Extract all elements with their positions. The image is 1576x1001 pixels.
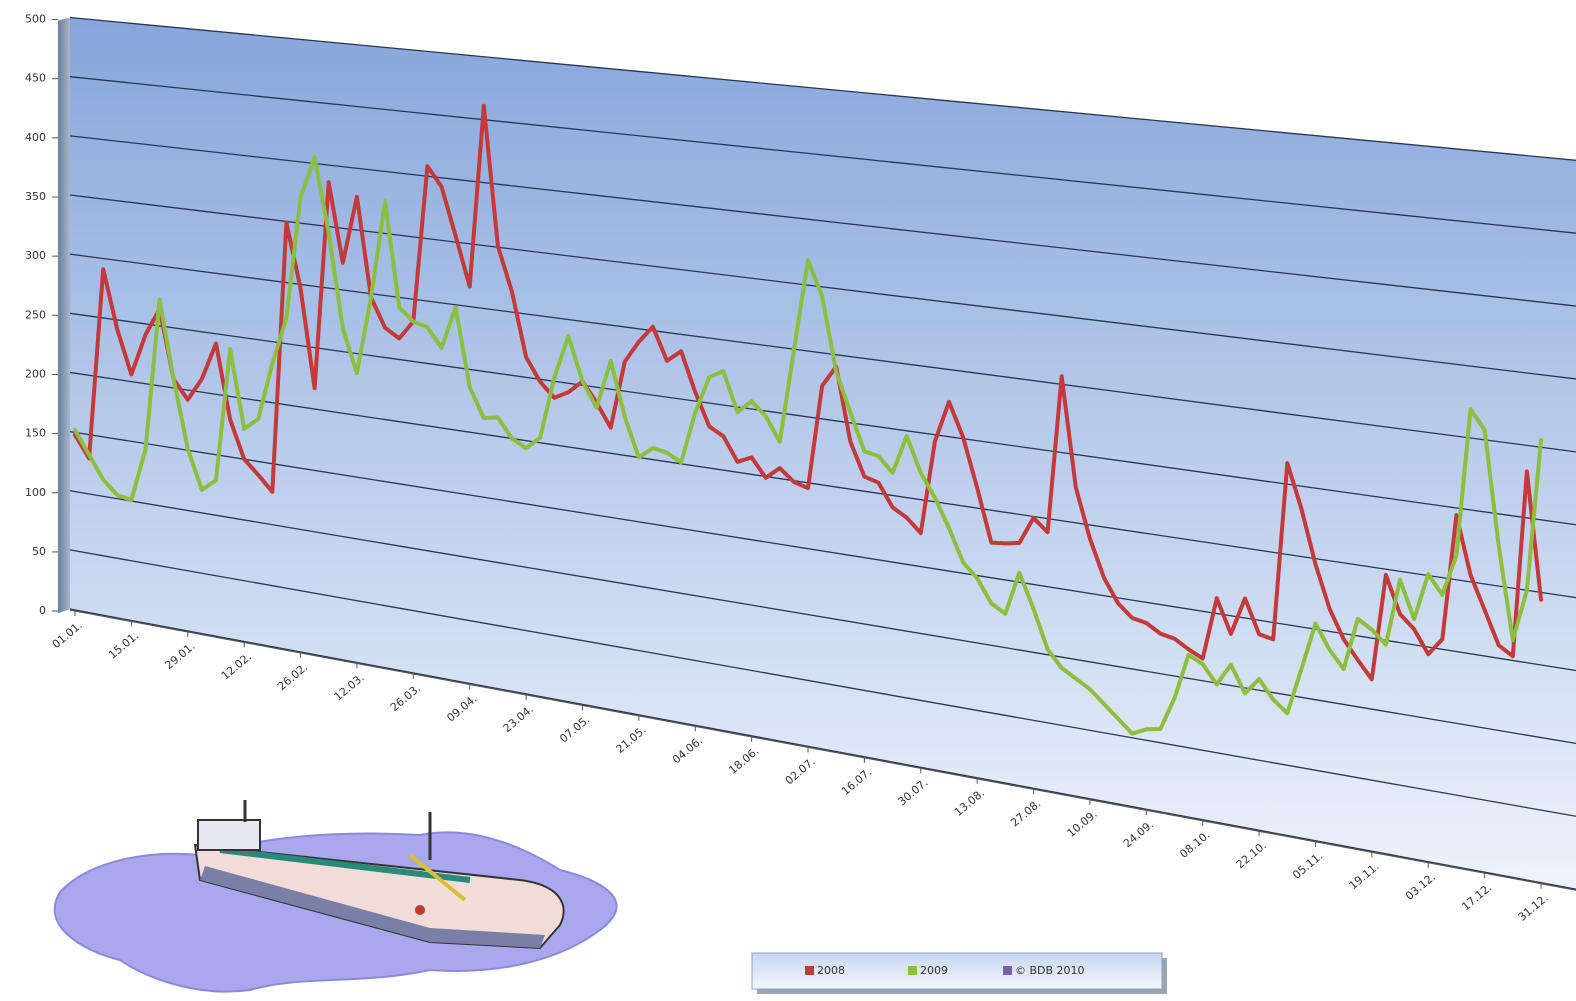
grid-line: [69, 549, 1576, 817]
x-tick-label: 23.04.: [501, 703, 536, 735]
grid-line: [69, 16, 1576, 161]
y-tick-label: 450: [25, 72, 46, 85]
series-lines: [73, 103, 1543, 736]
grid-line: [69, 76, 1576, 234]
x-tick-label: 29.01.: [162, 640, 197, 672]
x-tick-label: 24.09.: [1121, 818, 1156, 850]
grid-line: [69, 371, 1576, 599]
deck-pipe: [219, 847, 471, 883]
y-tick-label: 350: [25, 190, 46, 203]
crane: [408, 853, 467, 902]
legend-swatch: [1003, 966, 1012, 975]
x-tick-label: 30.07.: [895, 776, 930, 808]
marker: [415, 905, 425, 915]
legend-label: © BDB 2010: [1015, 964, 1085, 977]
hull-side: [200, 866, 545, 948]
legend-label: 2009: [920, 964, 948, 977]
x-tick-label: 01.01.: [50, 619, 85, 651]
bridge: [197, 819, 261, 851]
legend-swatch: [805, 966, 814, 975]
x-axis: [69, 609, 1576, 891]
grid-line: [69, 135, 1576, 307]
side-wall: [58, 17, 70, 614]
x-tick-label: 31.12.: [1516, 891, 1551, 923]
y-tick-label: 500: [25, 13, 46, 26]
x-tick-label: 03.12.: [1403, 870, 1438, 902]
y-tick-label: 50: [32, 545, 46, 558]
y-tick-label: 300: [25, 249, 46, 262]
legend-box: [751, 952, 1163, 990]
ship-illustration: [53, 800, 618, 993]
x-tick-label: 13.08.: [952, 786, 987, 818]
grid-line: [69, 430, 1576, 672]
y-tick-label: 0: [39, 604, 46, 617]
x-tick-label: 18.06.: [726, 744, 761, 776]
x-tick-label: 21.05.: [614, 724, 649, 756]
y-tick-label: 200: [25, 367, 46, 380]
grid-line: [69, 194, 1576, 380]
x-tick-label: 09.04.: [444, 692, 479, 724]
x-tick-label: 12.02.: [219, 650, 254, 682]
x-tick-label: 15.01.: [106, 629, 141, 661]
x-tick-label: 27.08.: [1008, 797, 1043, 829]
x-tick-label: 12.03.: [332, 671, 367, 703]
x-tick-label: 19.11.: [1347, 860, 1382, 892]
y-tick-label: 100: [25, 486, 46, 499]
x-tick-label: 17.12.: [1459, 881, 1494, 913]
y-tick-label: 250: [25, 308, 46, 321]
x-tick-label: 22.10.: [1234, 839, 1269, 871]
grid-line: [69, 608, 1576, 890]
x-tick-label: 10.09.: [1065, 807, 1100, 839]
x-tick-label: 07.05.: [557, 713, 592, 745]
series-line: [73, 155, 1543, 736]
x-tick-label: 02.07.: [783, 755, 818, 787]
x-tick-label: 05.11.: [1290, 849, 1325, 881]
legend-label: 2008: [817, 964, 845, 977]
y-tick-label: 150: [25, 427, 46, 440]
y-tick-label: 400: [25, 131, 46, 144]
grid-line: [69, 490, 1576, 745]
grid-line: [69, 312, 1576, 526]
back-wall: [70, 17, 1576, 890]
x-tick-label: 16.07.: [839, 765, 874, 797]
x-tick-label: 08.10.: [1177, 828, 1212, 860]
legend: 2008 2009 © BDB 2010: [751, 952, 1167, 994]
x-tick-label: 04.06.: [670, 734, 705, 766]
x-tick-label: 26.03.: [388, 682, 423, 714]
legend-swatch: [908, 966, 917, 975]
plot-background: [58, 17, 1576, 890]
x-tick-label: 26.02.: [275, 661, 310, 693]
series-line: [73, 103, 1543, 682]
